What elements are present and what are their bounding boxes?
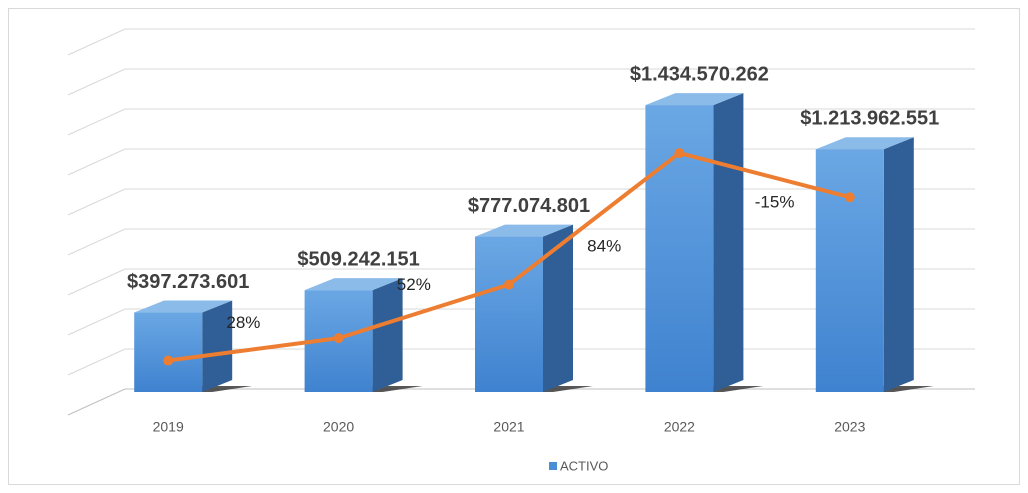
- x-tick-label: 2022: [664, 419, 695, 435]
- annotation: 52%: [397, 275, 431, 294]
- bar-top: [134, 300, 233, 313]
- bar-side: [883, 137, 914, 392]
- bar-side: [202, 300, 233, 392]
- data-label: $509.242.151: [297, 248, 419, 270]
- grid-line: [67, 68, 975, 96]
- data-label: $1.213.962.551: [800, 107, 939, 129]
- data-label: $777.074.801: [468, 195, 590, 217]
- x-tick-label: 2021: [493, 419, 524, 435]
- data-label: $397.273.601: [127, 271, 249, 293]
- x-tick-label: 2019: [153, 419, 184, 435]
- x-tick-label: 2023: [834, 419, 865, 435]
- annotation: -15%: [755, 193, 795, 212]
- line-marker: [674, 148, 685, 159]
- bar-side: [713, 93, 744, 393]
- line-marker: [844, 192, 855, 203]
- x-tick-label: 2020: [323, 419, 354, 435]
- legend-swatch: [549, 462, 557, 470]
- line-marker: [163, 355, 174, 366]
- bar-side: [543, 224, 573, 392]
- annotation: 84%: [587, 236, 621, 255]
- line-marker: [504, 279, 514, 290]
- bar: [475, 236, 543, 392]
- bar-top: [304, 278, 403, 291]
- bar-top: [815, 137, 914, 150]
- bar-top: [645, 93, 744, 106]
- bar: [134, 312, 203, 392]
- data-label: $1.434.570.262: [630, 63, 769, 85]
- legend-label: ACTIVO: [560, 458, 608, 473]
- bar-side: [372, 278, 403, 392]
- bar-top: [475, 224, 573, 237]
- line-marker: [333, 333, 344, 344]
- annotation: 28%: [226, 313, 260, 332]
- grid-line: [67, 28, 975, 56]
- bar: [815, 149, 884, 392]
